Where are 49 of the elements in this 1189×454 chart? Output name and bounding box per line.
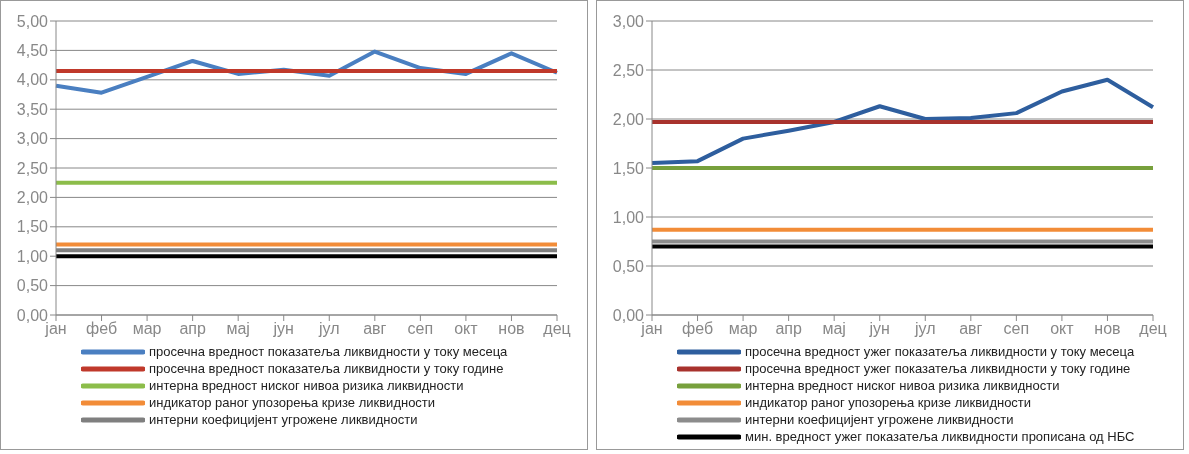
x-tick-label: окт [454,320,479,338]
y-tick-label: 3,50 [16,100,49,118]
legend-label: индикатор раног упозорења кризе ликвидности [745,394,1032,411]
y-tick-label: 2,50 [612,61,645,79]
legend-label: просечна вредност показатеља ликвидности у току месеца [149,343,508,360]
x-tick-label: апр [775,320,802,338]
legend-label: индикатор раног упозорења кризе ликвидности [149,394,436,411]
x-tick-label: дец [543,320,571,338]
x-tick-label: феб [86,320,118,338]
legend-label: просечна вредност ужег показатеља ликвидности у току месеца [745,343,1135,360]
x-tick-label: феб [682,320,714,338]
legend-label: интерна вредност ниског нивоа ризика ликвидности [745,377,1060,394]
y-tick-label: 4,50 [16,42,49,60]
x-tick-label: јул [318,320,340,338]
x-tick-label: нов [1094,320,1121,338]
legend-label: мин. вредност ужег показатеља ликвидности прописана од НБС [745,428,1135,445]
y-tick-label: 2,00 [16,189,49,207]
legend-label: интерни коефицијент угрожене ликвидности [745,411,1014,428]
x-tick-label: јул [914,320,936,338]
x-tick-label: апр [179,320,206,338]
y-tick-label: 4,00 [16,71,49,89]
y-tick-label: 1,50 [612,159,645,177]
x-tick-label: јун [868,320,890,338]
x-tick-label: мај [226,320,250,338]
legend-label: интерна вредност ниског нивоа ризика ликвидности [149,377,464,394]
y-tick-label: 1,50 [16,218,49,236]
x-tick-label: окт [1050,320,1075,338]
x-tick-label: мар [132,320,162,338]
y-tick-label: 3,00 [16,130,49,148]
x-tick-label: сеп [407,320,434,338]
x-tick-label: дец [1139,320,1167,338]
legend-label: просечна вредност ужег показатеља ликвидности у току године [745,360,1131,377]
y-tick-label: 0,50 [612,257,645,275]
y-tick-label: 3,00 [612,12,645,30]
x-tick-label: мај [822,320,846,338]
y-tick-label: 2,00 [612,110,645,128]
x-tick-label: мар [728,320,758,338]
y-tick-label: 2,50 [16,159,49,177]
x-tick-label: нов [498,320,525,338]
legend-label: просечна вредност показатеља ликвидности у току године [149,360,504,377]
x-tick-label: авг [363,320,387,338]
y-tick-label: 1,00 [612,208,645,226]
x-tick-label: сеп [1003,320,1030,338]
y-tick-label: 1,00 [16,247,49,265]
y-tick-label: 0,50 [16,277,49,295]
legend-label: интерни коефицијент угрожене ликвидности [149,411,418,428]
y-tick-label: 5,00 [16,12,49,30]
x-tick-label: авг [959,320,983,338]
x-tick-label: јун [272,320,294,338]
